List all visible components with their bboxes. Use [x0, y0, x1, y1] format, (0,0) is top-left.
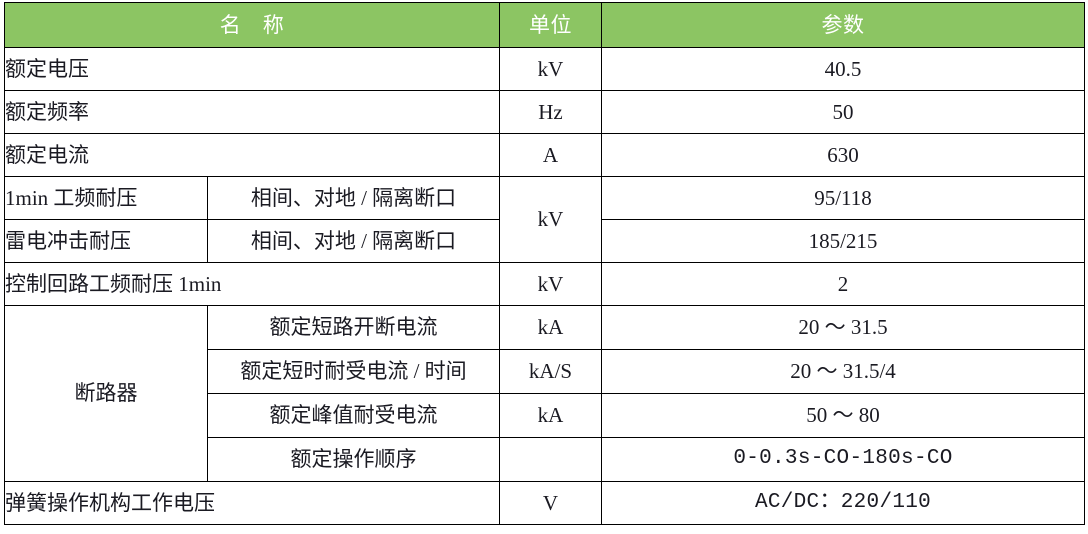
table-row: 额定频率 Hz 50 — [4, 90, 1085, 134]
header-row: 名 称 单位 参数 — [4, 2, 1085, 48]
row-name: 弹簧操作机构工作电压 — [4, 481, 500, 525]
row-unit — [499, 437, 602, 482]
row-parameter: 50 — [601, 90, 1085, 134]
table-row: 断路器 额定短路开断电流 kA 20 ～ 31.5 — [4, 305, 1085, 482]
row-unit: Hz — [499, 90, 602, 134]
table-row: 弹簧操作机构工作电压 V AC/DC：220/110 — [4, 481, 1085, 525]
row-parameter: 2 — [601, 262, 1085, 306]
row-parameter: 40.5 — [601, 47, 1085, 91]
row-subname: 额定短时耐受电流 / 时间 — [207, 349, 500, 394]
row-name: 额定电流 — [4, 133, 500, 177]
column-header-name: 名 称 — [4, 2, 500, 48]
row-unit: kV — [499, 262, 602, 306]
row-unit: A — [499, 133, 602, 177]
row-parameter: 20 ～ 31.5 — [601, 305, 1085, 350]
row-unit: kV — [499, 176, 602, 263]
row-name: 雷电冲击耐压 — [4, 219, 208, 263]
table-body: 额定电压 kV 40.5 额定频率 Hz 50 额定电流 A 630 1min … — [4, 47, 1085, 525]
row-subname: 额定短路开断电流 — [207, 305, 500, 350]
table-row: 控制回路工频耐压 1min kV 2 — [4, 262, 1085, 306]
row-name: 额定频率 — [4, 90, 500, 134]
row-name: 1min 工频耐压 — [4, 176, 208, 220]
table-row: 1min 工频耐压 相间、对地 / 隔离断口 kV 95/118 — [4, 176, 1085, 263]
row-subname: 额定峰值耐受电流 — [207, 393, 500, 438]
row-subname: 相间、对地 / 隔离断口 — [207, 176, 500, 220]
row-parameter: 20 ～ 31.5/4 — [601, 349, 1085, 394]
column-header-unit: 单位 — [499, 2, 602, 48]
row-parameter: 95/118 — [601, 176, 1085, 220]
row-group-name: 断路器 — [4, 305, 208, 482]
technical-specification-table: 名 称 单位 参数 额定电压 kV 40.5 额定频率 Hz 50 额定电流 A — [4, 2, 1085, 525]
row-parameter: AC/DC：220/110 — [601, 481, 1085, 525]
row-subname: 额定操作顺序 — [207, 437, 500, 482]
row-parameter: 0-0.3s-CO-180s-CO — [601, 437, 1085, 482]
row-name: 额定电压 — [4, 47, 500, 91]
row-subname: 相间、对地 / 隔离断口 — [207, 219, 500, 263]
row-parameter: 185/215 — [601, 219, 1085, 263]
table-row: 额定操作顺序 0-0.3s-CO-180s-CO — [5, 437, 1085, 482]
row-unit: kA — [499, 393, 602, 438]
table-row: 雷电冲击耐压 相间、对地 / 隔离断口 185/215 — [4, 219, 1085, 263]
table-row: 额定电流 A 630 — [4, 133, 1085, 177]
table-row: 额定电压 kV 40.5 — [4, 47, 1085, 91]
row-unit: kA — [499, 305, 602, 350]
table-header: 名 称 单位 参数 — [4, 2, 1085, 48]
row-unit: kV — [499, 47, 602, 91]
column-header-parameter: 参数 — [601, 2, 1085, 48]
row-unit: kA/S — [499, 349, 602, 394]
row-parameter: 50 ～ 80 — [601, 393, 1085, 438]
row-unit: V — [499, 481, 602, 525]
row-name: 控制回路工频耐压 1min — [4, 262, 500, 306]
row-parameter: 630 — [601, 133, 1085, 177]
